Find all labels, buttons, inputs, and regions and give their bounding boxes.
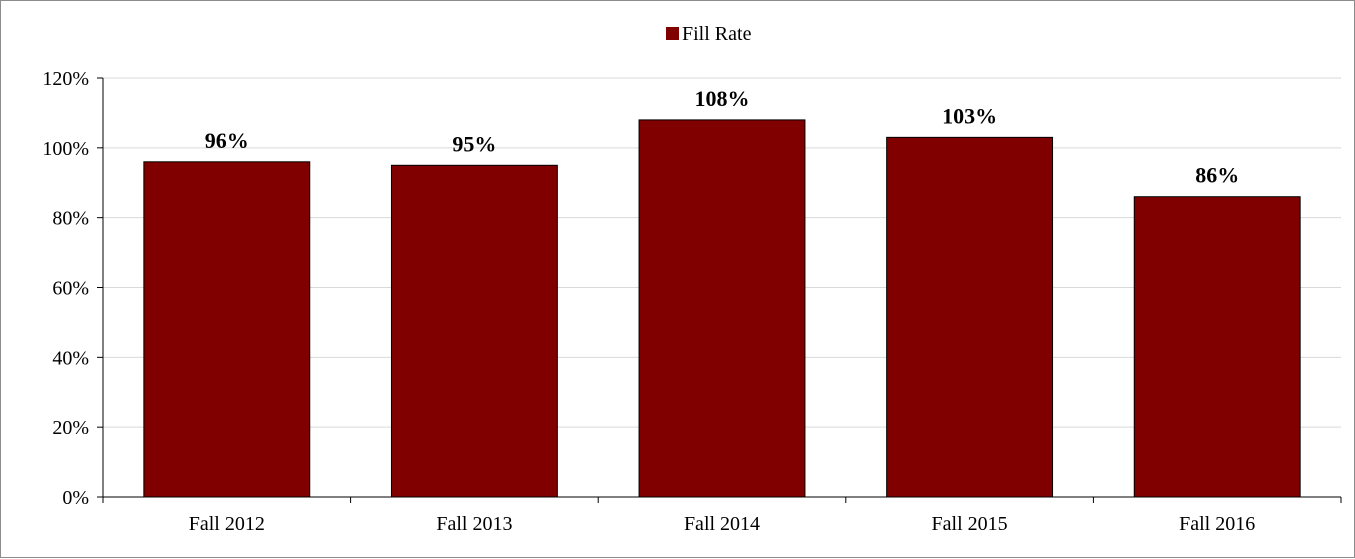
bar — [886, 136, 1054, 498]
y-tick-label: 40% — [52, 347, 89, 369]
bars — [143, 119, 1301, 498]
x-tick-label: Fall 2013 — [436, 513, 512, 535]
legend: Fill Rate — [666, 23, 752, 45]
data-label: 103% — [942, 103, 997, 128]
x-tick-label: Fall 2016 — [1179, 513, 1255, 535]
x-tick-label: Fall 2012 — [189, 513, 265, 535]
labels: 0% 20% 40% 60% 80% 100% 120% 96% Fall 2012 95% Fal… — [42, 68, 1255, 535]
y-tick-label: 0% — [62, 487, 89, 509]
x-tick-label: Fall 2014 — [684, 513, 760, 535]
data-label: 96% — [205, 128, 249, 153]
data-label: 108% — [695, 86, 750, 111]
bar — [638, 119, 806, 498]
y-tick-label: 20% — [52, 417, 89, 439]
bar — [1133, 196, 1301, 498]
bar — [390, 164, 558, 498]
y-tick-label: 120% — [42, 68, 89, 90]
axes — [97, 77, 1342, 503]
y-tick-label: 100% — [42, 138, 89, 160]
bar — [143, 161, 311, 498]
y-tick-label: 60% — [52, 278, 89, 300]
y-tick-label: 80% — [52, 208, 89, 230]
data-label: 95% — [452, 131, 496, 156]
x-tick-label: Fall 2015 — [932, 513, 1008, 535]
data-label: 86% — [1195, 163, 1239, 188]
legend-swatch — [666, 27, 679, 40]
legend-label: Fill Rate — [682, 23, 752, 45]
